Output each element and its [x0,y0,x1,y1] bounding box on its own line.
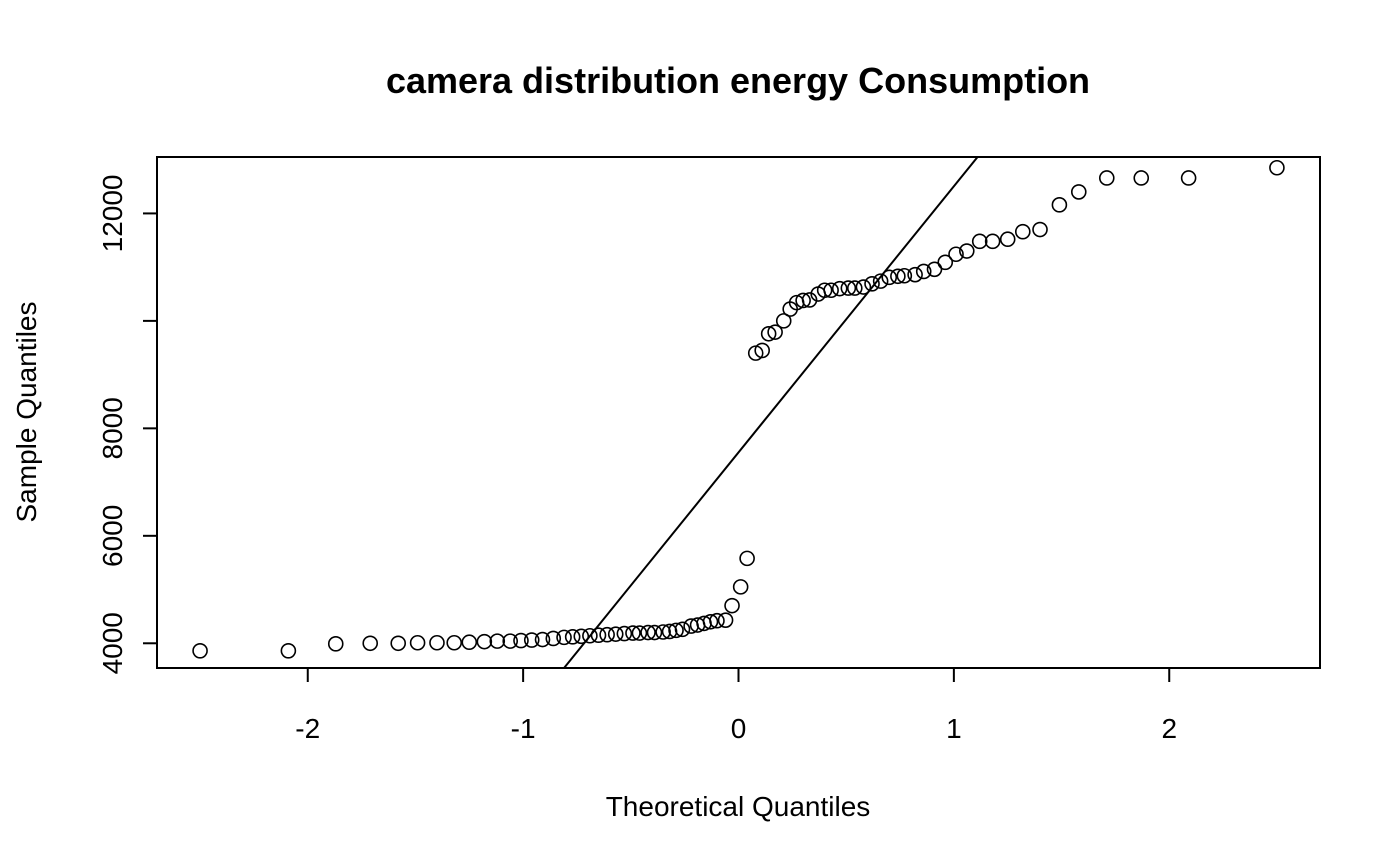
plot-frame [156,156,1321,669]
data-point [816,282,833,299]
data-point [958,243,975,259]
data-point [775,313,792,329]
data-point [855,279,872,295]
data-point [668,622,684,639]
data-point [631,625,648,641]
data-point [732,579,749,595]
data-point [948,246,964,263]
data-point [896,267,913,284]
data-point [702,613,719,630]
data-point [390,635,407,652]
data-point [476,633,493,650]
data-point [846,280,863,296]
chart-title: camera distribution energy Consumption [386,60,1090,101]
data-point [599,626,615,643]
points-layer [192,159,1285,659]
data-point [489,633,506,649]
data-point [937,254,954,271]
data-point [616,625,633,642]
data-point [1032,221,1048,238]
data-point [625,625,641,641]
qq-reference-line [563,156,979,669]
data-point [984,233,1001,250]
data-point [1070,184,1087,200]
data-point [999,231,1016,248]
data-point [545,630,562,647]
y-tick-label: 12000 [97,174,128,252]
data-point [1014,223,1031,240]
data-point [881,269,898,286]
data-point [1180,170,1197,186]
data-point [864,276,880,292]
data-point [590,627,607,644]
data-point [915,263,932,280]
x-axis: -2 -1 0 1 2 [295,667,1177,744]
data-point [280,643,297,659]
data-point [192,643,208,659]
x-axis-title: Theoretical Quantiles [606,791,871,822]
y-axis: 4000 6000 8000 12000 [97,174,158,674]
data-point [1133,170,1150,186]
data-point [362,635,379,652]
data-point [655,624,671,640]
data-point [1098,170,1115,186]
data-point [840,280,857,296]
data-point [646,624,663,641]
data-point [724,597,740,614]
data-point [1051,197,1068,213]
data-point [754,342,770,359]
data-point [534,631,551,648]
data-point [409,634,426,651]
x-tick-label: 2 [1161,713,1177,744]
data-point [1269,159,1285,176]
data-point [607,626,624,642]
data-point [795,292,811,309]
y-tick-label: 4000 [97,612,128,674]
x-tick-label: 0 [731,713,747,744]
data-point [461,634,478,651]
data-point [446,634,463,651]
data-point [582,627,598,644]
data-point [640,624,656,641]
data-point [739,550,755,567]
data-point [709,612,725,629]
data-point [556,629,572,646]
data-point [760,325,777,342]
y-tick-label: 6000 [97,505,128,567]
data-point [971,233,988,250]
data-point [717,612,734,628]
data-point [872,273,889,289]
data-point [513,632,529,649]
data-point [564,629,581,645]
data-point [429,634,445,651]
data-point [926,261,943,278]
x-tick-label: 1 [946,713,962,744]
x-tick-label: -1 [511,713,536,744]
x-tick-label: -2 [295,713,320,744]
data-point [831,280,848,297]
data-point [502,633,519,649]
y-tick-label: 8000 [97,397,128,459]
data-point [327,636,344,652]
data-point [890,268,906,285]
qq-line-layer [563,156,979,669]
data-point [907,266,923,283]
data-point [801,292,818,308]
y-axis-title: Sample Quantiles [11,301,42,522]
data-point [523,632,540,648]
data-point [767,324,783,340]
data-point [823,282,839,299]
data-point [573,628,590,645]
data-point [674,621,691,638]
